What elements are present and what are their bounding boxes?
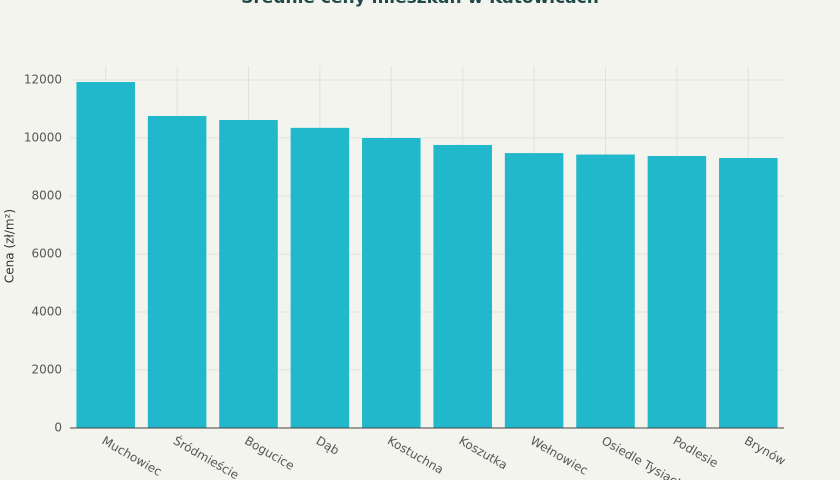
y-tick-label: 8000 [31, 189, 62, 203]
y-tick-label: 10000 [24, 131, 62, 145]
bar [504, 153, 564, 428]
bar [576, 154, 635, 428]
bar [219, 120, 278, 429]
bar [433, 144, 492, 428]
chart-title: Średnie ceny mieszkań w Katowicach [241, 0, 599, 8]
y-tick-label: 6000 [31, 247, 62, 261]
y-tick-label: 12000 [24, 73, 62, 87]
bar [76, 82, 135, 428]
bar [719, 158, 778, 428]
bar [290, 127, 350, 428]
y-tick-label: 0 [54, 421, 62, 435]
y-tick-label: 2000 [31, 363, 62, 377]
bar [362, 138, 421, 428]
bar [647, 155, 707, 429]
y-tick-label: 4000 [31, 305, 62, 319]
bar [147, 115, 207, 429]
y-axis-label: Cena (zł/m²) [3, 209, 17, 283]
